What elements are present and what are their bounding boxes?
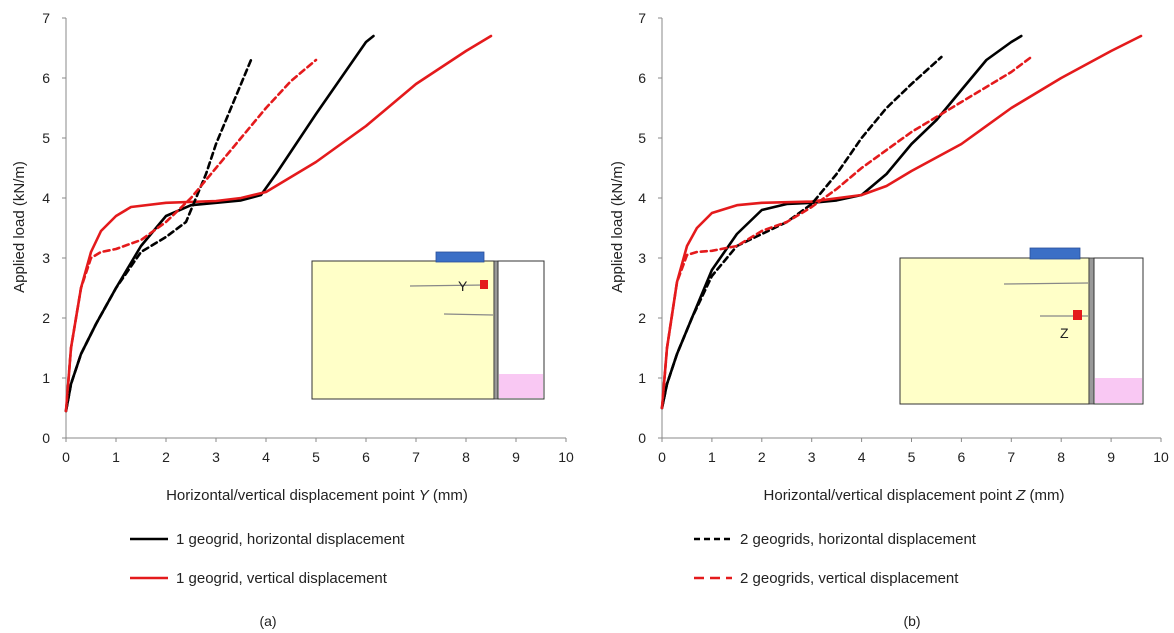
x-tick-label: 4 bbox=[262, 449, 270, 465]
legend-label: 1 geogrid, horizontal displacement bbox=[176, 531, 405, 548]
x-tick-label: 0 bbox=[62, 449, 70, 465]
y-tick-label: 4 bbox=[638, 190, 646, 206]
legend-label: 1 geogrid, vertical displacement bbox=[176, 570, 388, 587]
x-tick-label: 9 bbox=[1107, 449, 1115, 465]
series-line bbox=[660, 34, 1143, 410]
legend-label: 2 geogrids, horizontal displacement bbox=[740, 531, 977, 548]
x-tick-label: 2 bbox=[758, 449, 766, 465]
x-tick-label: 8 bbox=[462, 449, 470, 465]
y-axis-label: Applied load (kN/m) bbox=[609, 161, 626, 293]
x-tick-label: 3 bbox=[808, 449, 816, 465]
series-group bbox=[64, 34, 493, 413]
load-plate bbox=[1029, 247, 1081, 260]
series-line bbox=[64, 58, 253, 413]
y-tick-label: 6 bbox=[42, 70, 50, 86]
measurement-point-marker bbox=[1073, 310, 1082, 320]
y-tick-label: 5 bbox=[42, 130, 50, 146]
soil-block bbox=[899, 257, 1090, 405]
panel-label: (b) bbox=[903, 613, 920, 629]
inset-schematic: Y bbox=[311, 251, 545, 400]
x-axis: 0 1 2 3 4 5 6 7 8 9 10 bbox=[62, 437, 574, 465]
panel-a: 0 1 2 3 4 5 6 7 0 1 2 3 4 5 6 7 8 9 10 Y Applied load (kN… bbox=[11, 10, 574, 629]
panel-label: (a) bbox=[259, 613, 276, 629]
y-tick-label: 3 bbox=[42, 250, 50, 266]
y-tick-label: 4 bbox=[42, 190, 50, 206]
series-group bbox=[660, 34, 1143, 410]
x-tick-label: 6 bbox=[958, 449, 966, 465]
y-tick-label: 0 bbox=[42, 430, 50, 446]
x-tick-label: 1 bbox=[708, 449, 716, 465]
y-axis: 0 1 2 3 4 5 6 7 bbox=[638, 10, 663, 446]
y-axis: 0 1 2 3 4 5 6 7 bbox=[42, 10, 67, 446]
x-tick-label: 9 bbox=[512, 449, 520, 465]
y-tick-label: 5 bbox=[638, 130, 646, 146]
x-axis-label: Horizontal/vertical displacement point Z… bbox=[764, 487, 1065, 504]
x-tick-label: 3 bbox=[212, 449, 220, 465]
geogrid-line bbox=[1003, 282, 1089, 285]
x-tick-label: 0 bbox=[658, 449, 666, 465]
x-tick-label: 8 bbox=[1057, 449, 1065, 465]
inset-schematic: Z bbox=[899, 247, 1144, 405]
y-tick-label: 7 bbox=[42, 10, 50, 26]
x-tick-label: 5 bbox=[908, 449, 916, 465]
x-tick-label: 2 bbox=[162, 449, 170, 465]
y-tick-label: 2 bbox=[42, 310, 50, 326]
series-line bbox=[660, 55, 1033, 410]
x-tick-label: 7 bbox=[412, 449, 420, 465]
y-tick-label: 0 bbox=[638, 430, 646, 446]
legend: 2 geogrids, horizontal displacement 2 ge… bbox=[694, 531, 977, 587]
series-line bbox=[64, 34, 493, 413]
legend-label: 2 geogrids, vertical displacement bbox=[740, 570, 959, 587]
y-tick-label: 2 bbox=[638, 310, 646, 326]
panel-b: 0 1 2 3 4 5 6 7 0 1 2 3 4 5 6 7 8 9 10 Z Applied load (kN… bbox=[609, 10, 1169, 629]
y-tick-label: 6 bbox=[638, 70, 646, 86]
x-tick-label: 4 bbox=[858, 449, 866, 465]
y-tick-label: 3 bbox=[638, 250, 646, 266]
y-axis-label: Applied load (kN/m) bbox=[11, 161, 28, 293]
x-tick-label: 1 bbox=[112, 449, 120, 465]
x-tick-label: 7 bbox=[1007, 449, 1015, 465]
x-tick-label: 10 bbox=[1153, 449, 1169, 465]
y-tick-label: 7 bbox=[638, 10, 646, 26]
load-plate bbox=[435, 251, 485, 263]
series-line bbox=[660, 34, 1023, 410]
wall-facing bbox=[1088, 257, 1095, 405]
x-tick-label: 6 bbox=[362, 449, 370, 465]
x-tick-label: 10 bbox=[558, 449, 574, 465]
bottom-fill bbox=[1095, 378, 1142, 403]
x-tick-label: 5 bbox=[312, 449, 320, 465]
soil-block bbox=[311, 260, 495, 400]
wall-facing bbox=[493, 260, 499, 400]
legend: 1 geogrid, horizontal displacement 1 geo… bbox=[130, 531, 405, 587]
y-tick-label: 1 bbox=[638, 370, 646, 386]
geogrid-line bbox=[409, 284, 486, 287]
x-axis: 0 1 2 3 4 5 6 7 8 9 10 bbox=[658, 437, 1169, 465]
measurement-point-marker bbox=[480, 280, 488, 289]
series-line bbox=[64, 58, 318, 413]
measurement-point-label: Z bbox=[1060, 325, 1069, 341]
y-tick-label: 1 bbox=[42, 370, 50, 386]
geogrid-line bbox=[443, 313, 494, 316]
bottom-fill bbox=[499, 374, 543, 398]
x-axis-label: Horizontal/vertical displacement point Y… bbox=[166, 487, 468, 504]
series-line bbox=[660, 55, 943, 410]
measurement-point-label: Y bbox=[458, 278, 468, 294]
